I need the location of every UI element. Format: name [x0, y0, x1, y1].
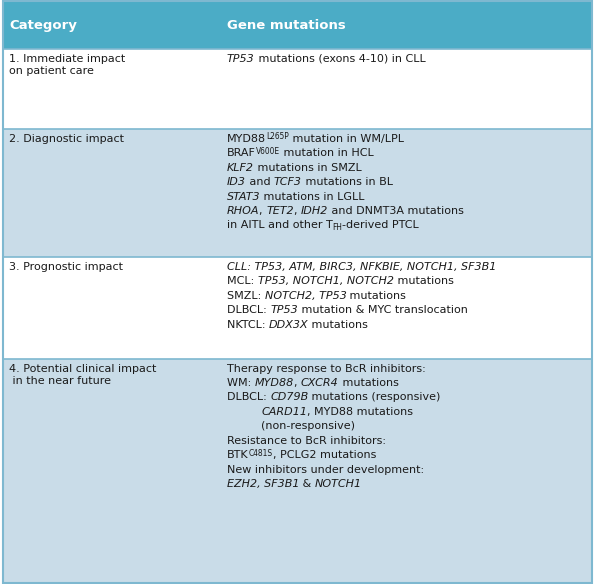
Text: NOTCH2, TP53: NOTCH2, TP53	[265, 291, 346, 301]
Text: V600E: V600E	[256, 147, 280, 156]
Text: mutations: mutations	[346, 291, 406, 301]
Text: CXCR4: CXCR4	[301, 378, 339, 388]
Text: NKTCL:: NKTCL:	[227, 319, 269, 329]
Text: -derived PTCL: -derived PTCL	[343, 221, 419, 231]
Text: MYD88: MYD88	[227, 134, 266, 144]
Text: KLF2: KLF2	[227, 163, 254, 173]
Text: 4. Potential clinical impact
 in the near future: 4. Potential clinical impact in the near…	[9, 364, 156, 387]
Text: EZH2, SF3B1: EZH2, SF3B1	[227, 479, 299, 489]
Bar	[221, 359, 592, 583]
Text: STAT3: STAT3	[227, 192, 261, 201]
Text: ,: ,	[294, 378, 301, 388]
Text: mutation in HCL: mutation in HCL	[280, 148, 374, 158]
Text: WM:: WM:	[227, 378, 255, 388]
Text: New inhibitors under development:: New inhibitors under development:	[227, 465, 424, 475]
Text: FH: FH	[333, 223, 343, 232]
Text: &: &	[299, 479, 315, 489]
Text: BRAF: BRAF	[227, 148, 256, 158]
Text: Gene mutations: Gene mutations	[227, 19, 346, 32]
Bar	[3, 1, 221, 49]
Text: mutations: mutations	[394, 276, 453, 286]
Text: CARD11: CARD11	[261, 407, 308, 417]
Text: DLBCL:: DLBCL:	[227, 392, 270, 402]
Text: C481S: C481S	[249, 449, 273, 458]
Text: ,: ,	[294, 206, 301, 216]
Text: TP53, NOTCH1, NOTCH2: TP53, NOTCH1, NOTCH2	[258, 276, 394, 286]
Text: mutations (responsive): mutations (responsive)	[308, 392, 441, 402]
Text: TCF3: TCF3	[274, 177, 302, 187]
Text: ,: ,	[259, 206, 267, 216]
Bar	[221, 1, 592, 49]
Text: in AITL and other T: in AITL and other T	[227, 221, 333, 231]
Text: , MYD88 mutations: , MYD88 mutations	[308, 407, 414, 417]
Text: (non-responsive): (non-responsive)	[261, 421, 355, 432]
Text: and DNMT3A mutations: and DNMT3A mutations	[328, 206, 464, 216]
Bar	[3, 257, 221, 359]
Text: mutations: mutations	[339, 378, 399, 388]
Text: TP53: TP53	[270, 305, 298, 315]
Text: Therapy response to BcR inhibitors:: Therapy response to BcR inhibitors:	[227, 364, 425, 374]
Text: DDX3X: DDX3X	[269, 319, 308, 329]
Text: DLBCL:: DLBCL:	[227, 305, 270, 315]
Bar	[221, 49, 592, 129]
Text: TP53: TP53	[227, 54, 255, 64]
Text: MCL:: MCL:	[227, 276, 258, 286]
Text: 2. Diagnostic impact: 2. Diagnostic impact	[9, 134, 124, 144]
Text: BTK: BTK	[227, 450, 249, 460]
Text: , PCLG2 mutations: , PCLG2 mutations	[273, 450, 376, 460]
Text: 3. Prognostic impact: 3. Prognostic impact	[9, 262, 123, 272]
Text: Category: Category	[9, 19, 77, 32]
Text: NOTCH1: NOTCH1	[315, 479, 362, 489]
Text: mutations in LGLL: mutations in LGLL	[261, 192, 365, 201]
Text: mutations in BL: mutations in BL	[302, 177, 393, 187]
Text: SMZL:: SMZL:	[227, 291, 265, 301]
Text: MYD88: MYD88	[255, 378, 294, 388]
Bar	[3, 49, 221, 129]
Text: mutations (exons 4-10) in CLL: mutations (exons 4-10) in CLL	[255, 54, 425, 64]
Bar	[221, 257, 592, 359]
Text: CLL: TP53, ATM, BIRC3, NFKBIE, NOTCH1, SF3B1: CLL: TP53, ATM, BIRC3, NFKBIE, NOTCH1, S…	[227, 262, 496, 272]
Text: 1. Immediate impact
on patient care: 1. Immediate impact on patient care	[9, 54, 125, 77]
Text: mutation in WM/LPL: mutation in WM/LPL	[289, 134, 404, 144]
Text: and: and	[246, 177, 274, 187]
Text: RHOA: RHOA	[227, 206, 259, 216]
Text: mutations: mutations	[308, 319, 368, 329]
Text: mutations in SMZL: mutations in SMZL	[254, 163, 362, 173]
Text: IDH2: IDH2	[301, 206, 328, 216]
Text: L265P: L265P	[266, 133, 289, 141]
Text: ID3: ID3	[227, 177, 246, 187]
Text: CD79B: CD79B	[270, 392, 308, 402]
Text: Resistance to BcR inhibitors:: Resistance to BcR inhibitors:	[227, 436, 386, 446]
Bar	[3, 129, 221, 257]
Text: TET2: TET2	[267, 206, 294, 216]
Bar	[221, 129, 592, 257]
Bar	[3, 359, 221, 583]
Text: mutation & MYC translocation: mutation & MYC translocation	[298, 305, 468, 315]
